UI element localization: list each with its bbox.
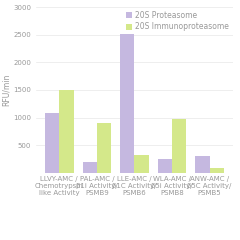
Bar (59, 90, 73, 173)
Bar (97, 123, 111, 173)
Bar (195, 156, 210, 173)
Bar (158, 159, 172, 173)
Bar (45, 113, 59, 173)
Bar (120, 34, 134, 173)
Legend: 20S Proteasome, 20S Immunoproteasome: 20S Proteasome, 20S Immunoproteasome (126, 11, 229, 31)
Y-axis label: RFU/min: RFU/min (1, 74, 10, 106)
Bar (134, 155, 149, 173)
Bar (172, 119, 186, 173)
Bar (83, 162, 97, 173)
Bar (210, 168, 224, 173)
